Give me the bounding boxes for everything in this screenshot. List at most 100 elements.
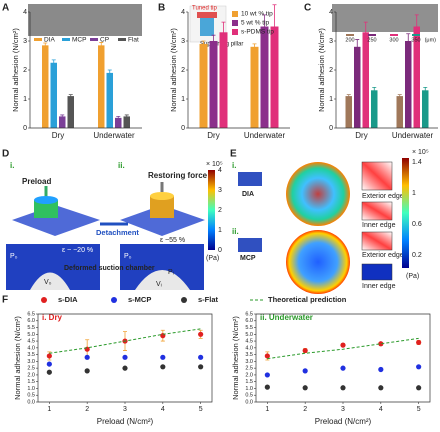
y-tick-label: 1.5 bbox=[27, 379, 35, 385]
point bbox=[198, 331, 204, 337]
y-tick-label: 5.0 bbox=[27, 332, 35, 338]
pillar bbox=[34, 200, 58, 218]
error-bar bbox=[43, 42, 48, 49]
label: P₀ bbox=[10, 253, 18, 260]
point bbox=[84, 368, 90, 374]
error-bar bbox=[397, 94, 402, 98]
bar bbox=[67, 96, 74, 128]
legend-swatch bbox=[118, 38, 126, 41]
y-tick-label: 3.5 bbox=[27, 352, 35, 358]
y-tick-label: 1.5 bbox=[245, 379, 253, 385]
legend-swatch bbox=[368, 34, 376, 36]
point bbox=[340, 385, 346, 391]
y-tick-label: 4.0 bbox=[245, 345, 253, 351]
panel-label: B bbox=[158, 3, 165, 14]
error-bar bbox=[221, 21, 226, 43]
step-label: ii. bbox=[232, 227, 239, 236]
y-tick-label: 1.0 bbox=[245, 386, 253, 392]
annotation: Tuned tip bbox=[192, 6, 217, 12]
panel-label: F bbox=[2, 295, 8, 306]
y-tick-label: 2.0 bbox=[27, 372, 35, 378]
panel-label: C bbox=[304, 3, 311, 14]
bar bbox=[371, 90, 378, 128]
sem-image bbox=[332, 4, 438, 32]
legend-swatch bbox=[412, 34, 420, 36]
y-tick-label: 3.0 bbox=[27, 359, 35, 365]
legend-swatch bbox=[232, 20, 238, 26]
legend-swatch bbox=[390, 34, 398, 36]
bar bbox=[106, 72, 113, 128]
bar bbox=[260, 26, 269, 128]
error-bar bbox=[211, 34, 216, 48]
x-tick-label: 1 bbox=[265, 406, 269, 413]
x-tick-label: Underwater bbox=[244, 131, 286, 140]
colorbar bbox=[208, 170, 215, 250]
y-tick-label: 4.5 bbox=[27, 339, 35, 345]
label: Detachment bbox=[96, 228, 139, 237]
x-tick-label: 2 bbox=[303, 406, 307, 413]
colorbar-scale: × 10⁵ bbox=[412, 149, 429, 156]
bar bbox=[115, 117, 122, 128]
legend-swatch bbox=[62, 38, 70, 41]
colorbar-unit: (Pa) bbox=[206, 255, 219, 262]
x-axis-label: Preload (N/cm²) bbox=[97, 417, 154, 426]
y-tick-label: 0 bbox=[329, 125, 333, 132]
label: Restoring force bbox=[148, 171, 208, 180]
y-tick-label: 6.5 bbox=[245, 311, 253, 317]
y-tick-label: 4 bbox=[181, 9, 185, 16]
point bbox=[198, 354, 204, 360]
legend-label: 10 wt % tip bbox=[241, 11, 273, 18]
legend-label: s-PDMS tip bbox=[241, 29, 274, 36]
point bbox=[340, 342, 346, 348]
colorbar bbox=[402, 158, 409, 268]
x-tick-label: Dry bbox=[52, 131, 64, 140]
y-tick-label: 3 bbox=[23, 38, 27, 45]
error-bar bbox=[116, 116, 121, 120]
panel-label: D bbox=[2, 149, 9, 160]
y-tick-label: 4.5 bbox=[245, 339, 253, 345]
y-tick-label: 5.0 bbox=[245, 332, 253, 338]
point bbox=[122, 365, 128, 371]
label: V₀ bbox=[44, 279, 52, 286]
point bbox=[160, 364, 166, 370]
legend-label: s-MCP bbox=[128, 295, 151, 304]
legend-label: Theoretical prediction bbox=[268, 295, 347, 304]
bar bbox=[59, 116, 66, 128]
colorbar-tick: 3 bbox=[218, 187, 222, 194]
legend-label: DIA bbox=[44, 37, 56, 44]
y-tick-label: 3.0 bbox=[245, 359, 253, 365]
y-axis-label: Normal adhesion (N/cm²) bbox=[11, 28, 20, 112]
x-tick-label: 1 bbox=[47, 406, 51, 413]
tip-illustration: Tuned tip Supporting pillar bbox=[189, 6, 243, 48]
colorbar-tick: 0 bbox=[218, 247, 222, 254]
error-bar bbox=[60, 114, 65, 119]
panel-d: D i. ii. Preload Restoring force Detachm… bbox=[2, 149, 223, 290]
y-tick-label: 6.0 bbox=[245, 318, 253, 324]
y-tick-label: 1 bbox=[181, 96, 185, 103]
y-tick-label: 3 bbox=[181, 38, 185, 45]
sem-image bbox=[28, 4, 142, 36]
error-bar bbox=[252, 43, 257, 51]
x-tick-label: 4 bbox=[379, 406, 383, 413]
y-tick-label: 0.5 bbox=[245, 393, 253, 399]
bar bbox=[362, 32, 369, 128]
error-bar bbox=[372, 87, 377, 94]
y-tick-label: 0.0 bbox=[27, 399, 35, 405]
point bbox=[340, 365, 346, 371]
bar bbox=[422, 90, 429, 128]
x-tick-label: 4 bbox=[161, 406, 165, 413]
label: DIA bbox=[242, 191, 254, 198]
legend-label: Flat bbox=[128, 37, 139, 44]
y-tick-label: 0.5 bbox=[27, 393, 35, 399]
legend-unit: (μm) bbox=[425, 37, 437, 43]
x-tick-label: 3 bbox=[123, 406, 127, 413]
x-tick-label: Underwater bbox=[93, 131, 135, 140]
error-bar bbox=[107, 69, 112, 77]
legend-swatch bbox=[111, 297, 117, 303]
y-tick-label: 5.5 bbox=[245, 325, 253, 331]
bar bbox=[345, 96, 352, 128]
point bbox=[302, 347, 308, 354]
y-tick-label: 3.5 bbox=[245, 352, 253, 358]
bar bbox=[50, 62, 57, 128]
y-tick-label: 2.0 bbox=[245, 372, 253, 378]
